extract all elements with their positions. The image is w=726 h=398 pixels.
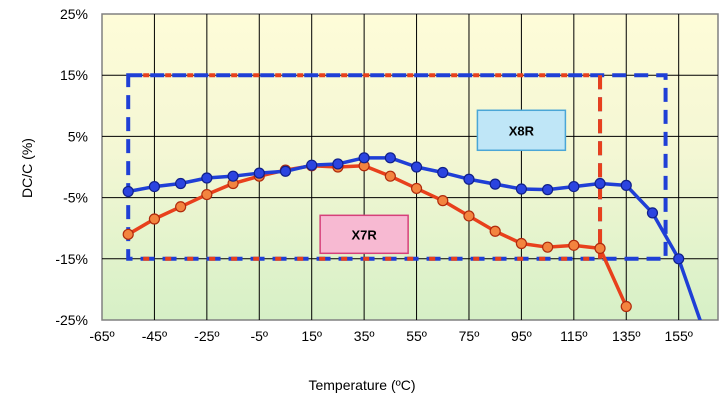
y-tick-label: -5% bbox=[63, 190, 88, 206]
y-tick-labels: -25% -15% -5% 5% 15% 25% bbox=[55, 6, 88, 328]
x-tick-label: 35º bbox=[354, 328, 375, 344]
data-point-x8r bbox=[673, 253, 685, 265]
data-point-x8r bbox=[542, 184, 554, 196]
data-point-x7r bbox=[542, 241, 554, 253]
series-points bbox=[122, 152, 713, 346]
data-point-x7r bbox=[384, 170, 396, 182]
x-tick-label: 135º bbox=[612, 328, 640, 344]
x-tick-label: 55º bbox=[406, 328, 427, 344]
data-point-x7r bbox=[594, 242, 606, 254]
data-point-x7r bbox=[463, 210, 475, 222]
callout-x7r: X7R bbox=[319, 214, 409, 255]
x-tick-labels: -65º -45º -25º -5º 15º 35º 55º 75º 95º 115º 135º 15… bbox=[89, 328, 693, 344]
data-point-x8r bbox=[175, 177, 187, 190]
x-tick-label: 95º bbox=[511, 328, 532, 344]
data-point-x8r bbox=[384, 152, 396, 164]
data-point-x8r bbox=[646, 207, 659, 219]
data-point-x8r bbox=[437, 166, 449, 179]
data-point-x8r bbox=[122, 185, 134, 198]
data-point-x8r bbox=[227, 170, 239, 182]
callout-box bbox=[319, 214, 409, 255]
data-point-x8r bbox=[332, 158, 344, 170]
data-point-x7r bbox=[175, 201, 187, 213]
y-tick-label: -15% bbox=[55, 251, 88, 267]
data-point-x7r bbox=[122, 228, 134, 240]
data-point-x8r bbox=[410, 161, 423, 173]
x-tick-label: -45º bbox=[142, 328, 167, 344]
data-point-x8r bbox=[463, 173, 475, 185]
data-point-x8r bbox=[620, 179, 632, 191]
data-point-x8r bbox=[201, 172, 213, 184]
data-point-x8r bbox=[568, 180, 580, 193]
data-point-x8r bbox=[594, 177, 606, 190]
callout-label: X8R bbox=[509, 123, 535, 138]
callout-label: X7R bbox=[351, 227, 377, 242]
data-point-x8r bbox=[515, 183, 528, 195]
data-point-x7r bbox=[568, 239, 580, 251]
data-point-x8r bbox=[703, 336, 713, 346]
y-tick-label: -25% bbox=[55, 312, 88, 328]
x-tick-label: 115º bbox=[560, 328, 587, 344]
data-point-x7r bbox=[620, 300, 632, 313]
data-point-x7r bbox=[437, 195, 449, 207]
spec-boxes bbox=[126, 73, 668, 261]
data-point-x7r bbox=[489, 225, 501, 237]
x-tick-label: 15º bbox=[301, 328, 322, 344]
data-point-x8r bbox=[489, 178, 501, 190]
data-point-x8r bbox=[279, 165, 292, 177]
x-tick-label: 155º bbox=[664, 328, 692, 344]
x-tick-label: -5º bbox=[250, 328, 268, 344]
y-tick-label: 25% bbox=[60, 6, 88, 22]
y-tick-label: 5% bbox=[68, 128, 88, 144]
x-tick-label: 75º bbox=[459, 328, 480, 344]
plot-area bbox=[101, 13, 719, 321]
callout-x8r: X8R bbox=[476, 109, 567, 152]
y-axis-title: DC/C (%) bbox=[19, 138, 35, 198]
data-point-x7r bbox=[201, 188, 213, 201]
data-point-x7r bbox=[515, 237, 528, 250]
data-point-x8r bbox=[148, 180, 161, 193]
spec-box-x8r bbox=[126, 73, 668, 261]
data-point-x8r bbox=[358, 152, 370, 164]
plot bbox=[122, 73, 713, 346]
data-point-x7r bbox=[410, 182, 423, 195]
data-point-x7r bbox=[148, 213, 161, 225]
callouts: X8R X7R bbox=[319, 109, 567, 255]
data-point-x8r bbox=[253, 167, 265, 179]
data-point-x8r bbox=[306, 159, 318, 171]
x-tick-label: -25º bbox=[194, 328, 219, 344]
y-tick-label: 15% bbox=[60, 67, 88, 83]
x-axis-title: Temperature (ºC) bbox=[308, 377, 415, 393]
x-tick-label: -65º bbox=[89, 328, 114, 344]
callout-box bbox=[476, 109, 567, 152]
